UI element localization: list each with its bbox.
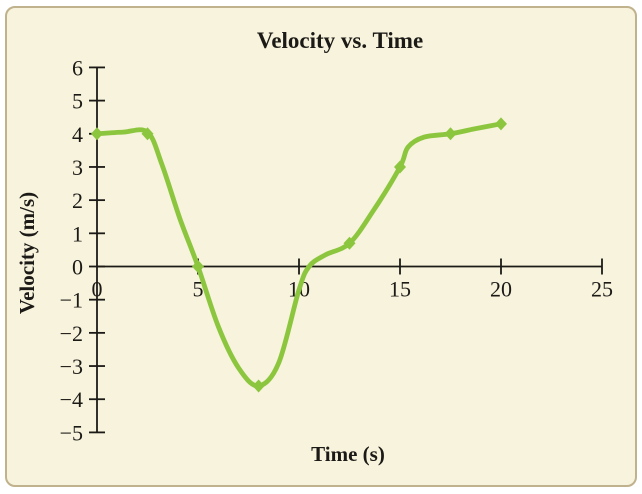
diamond-marker bbox=[141, 127, 154, 141]
y-tick-label: −4 bbox=[60, 387, 83, 412]
chart-title: Velocity vs. Time bbox=[257, 28, 423, 53]
velocity-line bbox=[94, 121, 504, 389]
y-tick-label: −1 bbox=[60, 288, 83, 313]
data-point-markers bbox=[91, 117, 507, 393]
diamond-marker bbox=[192, 260, 204, 273]
y-tick-label: −3 bbox=[60, 354, 83, 379]
figure-card bbox=[5, 6, 637, 487]
diamond-marker bbox=[343, 236, 356, 250]
diamond-marker bbox=[91, 127, 103, 141]
y-tick-label: 4 bbox=[72, 122, 83, 147]
x-tick-label: 5 bbox=[193, 277, 204, 302]
y-tick-label: −5 bbox=[60, 420, 83, 445]
y-tick-label: 1 bbox=[72, 221, 83, 246]
y-tick-label: 3 bbox=[72, 155, 83, 180]
x-tick-label: 15 bbox=[389, 277, 411, 302]
x-tick-label: 25 bbox=[591, 277, 613, 302]
velocity-curve bbox=[94, 121, 504, 389]
y-tick-label: 2 bbox=[72, 188, 83, 213]
y-tick-label: 6 bbox=[72, 55, 83, 80]
x-tick-label: 0 bbox=[92, 277, 103, 302]
diamond-marker bbox=[495, 117, 507, 131]
y-tick-label: 0 bbox=[72, 255, 83, 280]
y-axis-label: Velocity (m/s) bbox=[15, 192, 39, 314]
diamond-marker bbox=[394, 160, 406, 174]
x-axis-label: Time (s) bbox=[311, 442, 385, 466]
diamond-marker bbox=[444, 127, 457, 141]
diamond-marker bbox=[252, 379, 265, 393]
x-tick-label: 20 bbox=[490, 277, 512, 302]
y-tick-label: 5 bbox=[72, 89, 83, 114]
y-tick-label: −2 bbox=[60, 321, 83, 346]
